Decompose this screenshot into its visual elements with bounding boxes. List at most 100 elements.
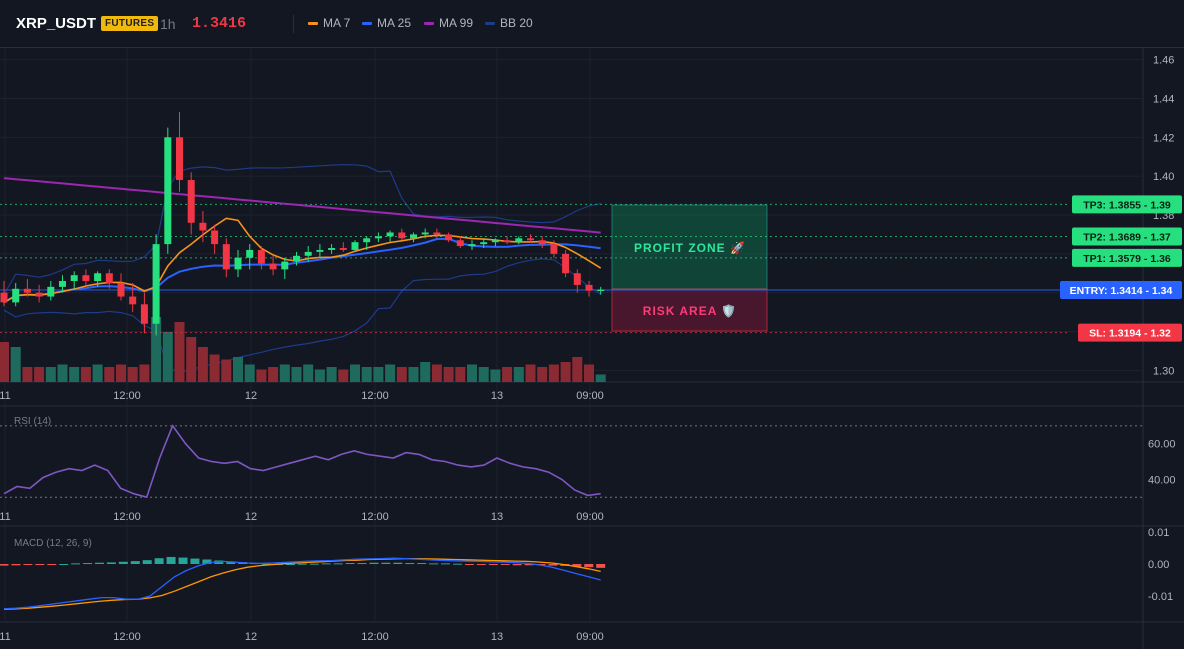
chart-header: XRP_USDT FUTURES 1h 1.3416 MA 7 MA 25 MA… [0,0,1184,48]
macd-histogram-bar [285,564,295,565]
legend-ma99[interactable]: MA 99 [424,16,473,30]
volume-bar [34,367,45,382]
macd-histogram-bar [548,564,558,566]
macd-histogram-bar [11,564,21,566]
volume-bar [303,364,314,382]
candle-body [12,288,20,303]
level-tag-text: TP3: 1.3855 - 1.39 [1083,199,1171,211]
volume-bar [221,359,232,382]
macd-histogram-bar [512,564,522,566]
time-label: 11 [0,631,11,643]
macd-histogram-bar [417,563,427,565]
rsi-tick-label: 60.00 [1148,439,1176,451]
volume-bar [408,367,419,382]
volume-bar [244,364,255,382]
volume-bar [490,369,501,382]
rsi-label: RSI (14) [14,416,51,427]
candle-body [351,242,359,250]
macd-histogram-bar [333,563,343,565]
candle-body [363,238,371,243]
volume-bar [209,354,220,382]
time-label: 11 [0,511,11,523]
volume-bar [548,364,559,382]
level-lines [0,203,1070,334]
volume-bar [326,367,337,382]
volume-bar [0,342,9,382]
candle-body [23,288,31,293]
volume-bar [162,332,173,382]
price-tick-label: 1.42 [1153,132,1174,144]
volume-bar [455,367,466,382]
ma25-line [3,237,601,304]
macd-label: MACD (12, 26, 9) [14,538,92,549]
rsi-line [3,424,601,499]
volume-bar [174,322,185,382]
candle-body [421,232,429,235]
legend-swatch [424,21,434,25]
macd-histogram-bar [524,564,534,566]
candle-body [176,137,183,181]
macd-histogram-bar [106,562,116,564]
candlesticks [0,112,605,336]
volume-bar [256,369,267,382]
level-tag-box [1072,195,1182,214]
candle-body [550,244,558,254]
volume-bar [443,367,454,382]
candle-body [328,248,336,250]
macd-histogram-bar [321,563,331,565]
candle-body [140,304,148,324]
candle-body [199,222,207,231]
macd-histogram-bar [297,563,307,565]
macd-histogram-bar [35,564,45,565]
macd-histogram-bar [94,562,104,564]
candle-body [527,238,534,241]
candle-body [47,286,55,297]
legend-swatch [362,21,372,25]
level-tag-text: TP2: 1.3689 - 1.37 [1083,232,1171,244]
header-divider [293,15,294,33]
time-label: 12:00 [361,511,389,523]
timeframe-label[interactable]: 1h [160,16,176,32]
candle-body [503,240,511,243]
macd-histogram-bar [309,563,319,565]
volume-bar [197,347,208,382]
volume-bars [0,317,606,382]
legend-ma25[interactable]: MA 25 [362,16,411,30]
symbol-title[interactable]: XRP_USDT [16,15,97,32]
candle-body [117,282,125,297]
candle-body [269,263,277,270]
price-tick-label: 1.46 [1153,55,1174,67]
candle-body [316,249,324,252]
time-label: 13 [491,511,503,523]
candle-body [82,275,90,282]
volume-bar [396,367,407,382]
candle-body [585,284,593,291]
level-tag-text: SL: 1.3194 - 1.32 [1089,328,1171,340]
volume-bar [69,367,80,382]
volume-bar [57,364,68,382]
macd-histogram-bar [464,564,474,565]
volume-bar [314,369,325,382]
volume-bar [291,367,302,382]
volume-bar [385,364,396,382]
legend-ma7[interactable]: MA 7 [308,16,350,30]
time-label: 13 [491,390,503,402]
risk-zone-label: RISK AREA 🛡️ [643,304,737,318]
time-label: 09:00 [576,390,604,402]
volume-bar [151,317,162,382]
volume-bar [268,367,279,382]
legend-bb20[interactable]: BB 20 [485,16,533,30]
volume-bar [502,367,513,382]
level-tag-box [1078,323,1182,342]
candle-body [339,248,347,250]
bollinger-bands [3,164,602,373]
candle-body [445,234,453,241]
macd-histogram-bar [59,564,69,565]
volume-bar [350,364,360,382]
grid-lines [0,48,1184,649]
macd-histogram-bar [357,563,367,565]
legend-label: MA 25 [377,16,412,30]
macd-histogram-bar [47,564,57,565]
volume-bar [279,364,290,382]
